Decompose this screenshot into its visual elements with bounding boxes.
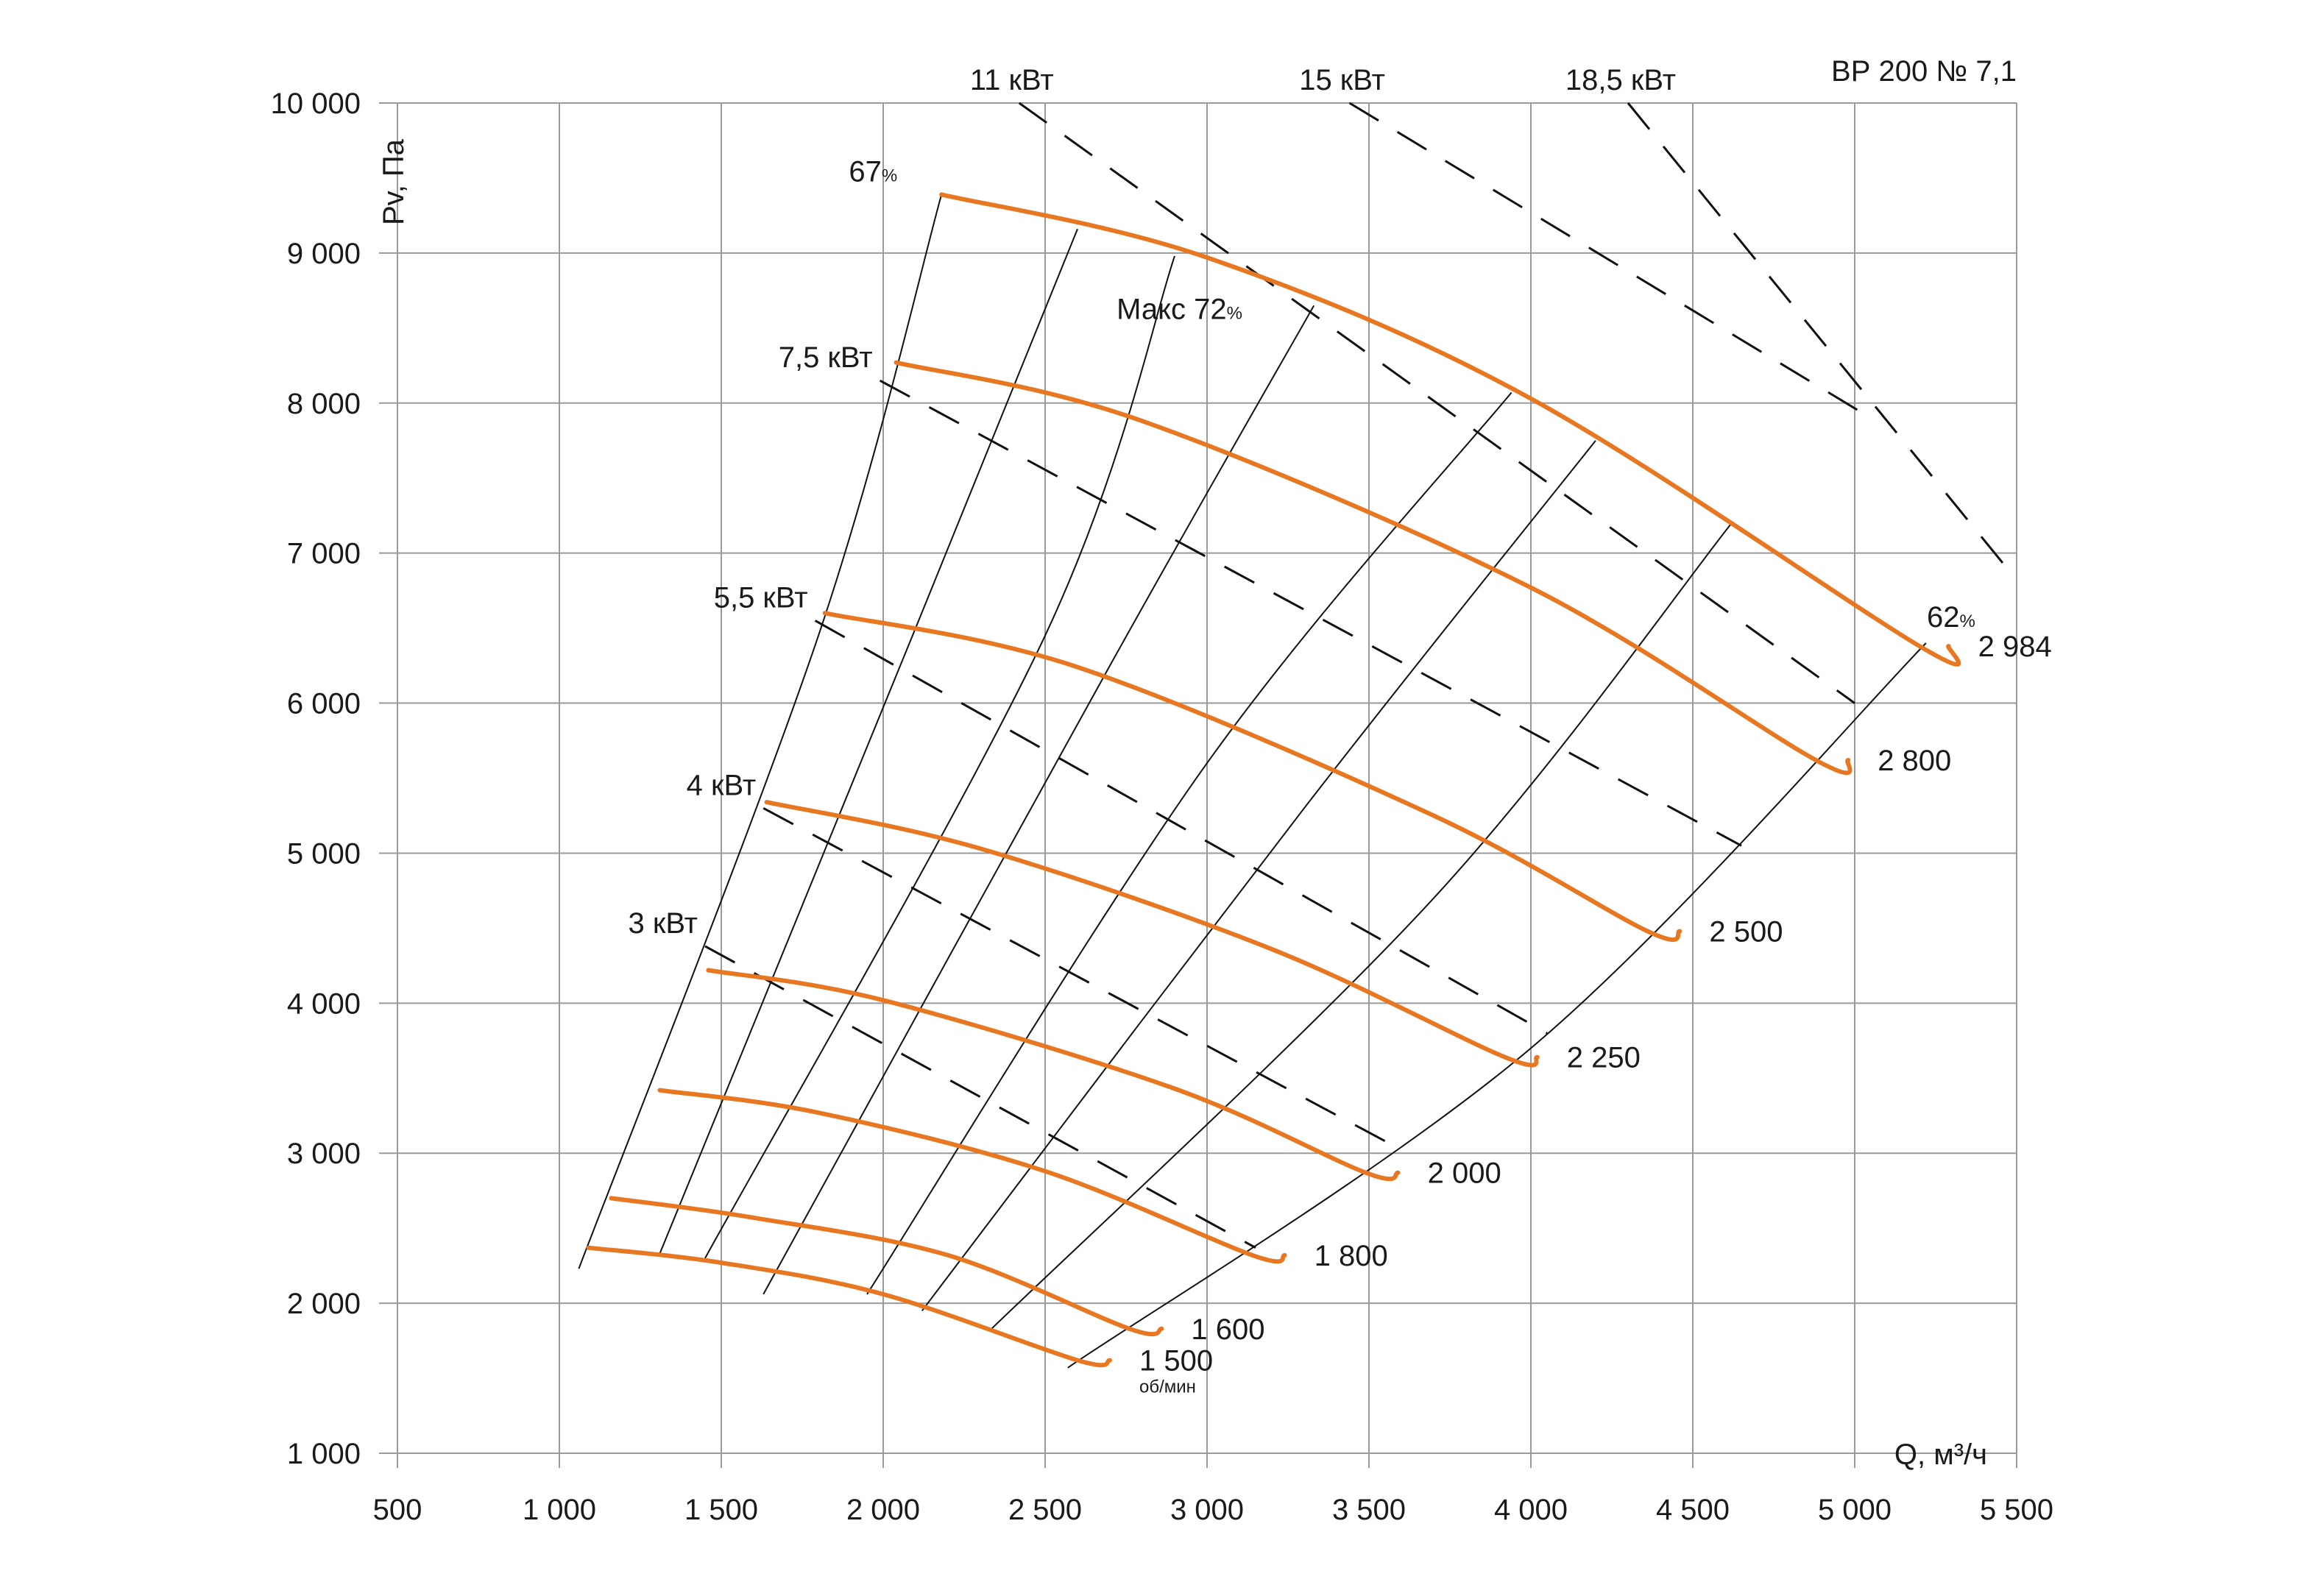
speed-curve: [609, 1196, 1164, 1337]
power-line: [1627, 102, 2008, 570]
efficiency-label: 62%: [1927, 601, 1975, 634]
x-tick-label: 3 000: [1170, 1494, 1244, 1526]
x-tick-label: 5 000: [1818, 1494, 1892, 1526]
x-tick-label: 4 000: [1494, 1494, 1568, 1526]
y-tick-label: 5 000: [287, 837, 361, 870]
power-label: 15 кВт: [1299, 64, 1385, 96]
speed-unit-label: об/мин: [1139, 1377, 1196, 1397]
y-tick-label: 1 000: [287, 1438, 361, 1470]
speed-curve: [657, 1088, 1287, 1264]
system-curve: [866, 391, 1512, 1295]
x-tick-label: 1 500: [684, 1494, 758, 1526]
power-label: 7,5 кВт: [779, 341, 873, 374]
speed-curve: [939, 192, 1961, 667]
y-tick-label: 6 000: [287, 688, 361, 720]
x-tick-label: 500: [373, 1494, 422, 1526]
chart-title: ВР 200 № 7,1: [1831, 55, 2017, 88]
y-tick-label: 10 000: [271, 88, 361, 120]
x-tick-label: 2 500: [1008, 1494, 1082, 1526]
system-curve: [704, 255, 1175, 1259]
y-tick-label: 3 000: [287, 1138, 361, 1170]
chart-labels: ВР 200 № 7,1 Q, м³/ч Pv, Па 500 1 000 1 50…: [271, 55, 2053, 1526]
power-line: [814, 620, 1548, 1035]
system-curve: [989, 522, 1733, 1331]
speed-label: 2 984: [1978, 631, 2052, 663]
power-label: 11 кВт: [970, 64, 1054, 96]
system-curve: [762, 305, 1315, 1295]
y-tick-label: 8 000: [287, 388, 361, 420]
speed-label: 2 250: [1567, 1042, 1641, 1074]
power-label: 18,5 кВт: [1565, 64, 1676, 96]
system-curve: [659, 228, 1078, 1255]
x-tick-label: 3 500: [1332, 1494, 1406, 1526]
y-tick-label: 7 000: [287, 538, 361, 570]
system-curves: [578, 194, 1927, 1369]
x-tick-label: 5 500: [1980, 1494, 2053, 1526]
power-label: 4 кВт: [687, 769, 757, 801]
speed-curve: [706, 968, 1401, 1182]
speed-curve: [764, 800, 1540, 1068]
y-axis-label: Pv, Па: [378, 138, 410, 225]
speed-label: 1 800: [1314, 1240, 1388, 1272]
power-line: [1348, 102, 1872, 419]
y-tick-label: 9 000: [287, 238, 361, 270]
x-tick-label: 1 000: [523, 1494, 596, 1526]
speed-curve: [822, 611, 1682, 943]
system-curve: [921, 440, 1596, 1311]
power-label: 3 кВт: [628, 907, 698, 940]
speed-label: 2 800: [1878, 745, 1951, 777]
power-line: [704, 945, 1256, 1249]
power-label: 5,5 кВт: [714, 581, 808, 614]
power-line: [762, 806, 1386, 1143]
y-tick-label: 2 000: [287, 1288, 361, 1320]
speed-label: 1 600: [1191, 1313, 1264, 1346]
speed-curve: [894, 360, 1853, 776]
speed-label: 2 000: [1428, 1157, 1501, 1190]
y-tick-label: 4 000: [287, 987, 361, 1020]
x-tick-label: 4 500: [1656, 1494, 1730, 1526]
system-curve: [578, 194, 943, 1269]
power-lines: [704, 102, 2008, 1249]
x-tick-label: 2 000: [846, 1494, 920, 1526]
efficiency-label: 67%: [849, 155, 897, 188]
speed-label: 2 500: [1709, 915, 1783, 948]
speed-curves: [586, 192, 1961, 1368]
speed-curve: [586, 1245, 1112, 1368]
x-axis-label: Q, м³/ч: [1894, 1439, 1987, 1471]
speed-label: 1 500: [1139, 1345, 1213, 1377]
system-curve: [1067, 642, 1927, 1369]
power-line: [1018, 102, 1855, 704]
power-line: [879, 379, 1742, 847]
efficiency-label: Макс 72%: [1117, 293, 1242, 325]
